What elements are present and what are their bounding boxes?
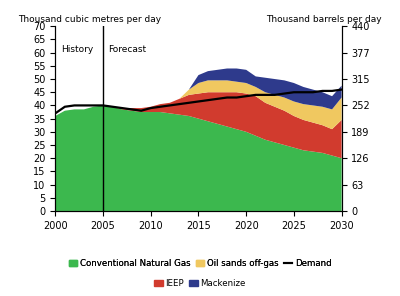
Legend: Conventional Natural Gas, Oil sands off-gas, Demand: Conventional Natural Gas, Oil sands off-…: [65, 255, 335, 271]
Text: Thousand barrels per day: Thousand barrels per day: [266, 15, 382, 25]
Text: Thousand cubic metres per day: Thousand cubic metres per day: [18, 15, 161, 25]
Text: Forecast: Forecast: [108, 45, 146, 54]
Legend: IEEP, Mackenize: IEEP, Mackenize: [151, 276, 249, 292]
Text: History: History: [61, 45, 93, 54]
